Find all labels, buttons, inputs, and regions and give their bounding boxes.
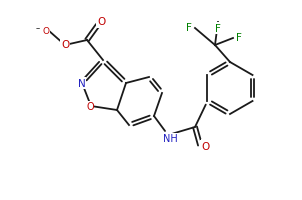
Text: O: O [201, 141, 209, 151]
Text: F: F [215, 24, 221, 34]
Text: O: O [43, 26, 50, 35]
Text: O: O [61, 41, 69, 51]
Text: NH: NH [162, 133, 177, 143]
Text: O: O [86, 101, 94, 111]
Text: O: O [98, 17, 106, 27]
Text: F: F [186, 23, 192, 33]
Text: N: N [78, 79, 86, 89]
Text: O: O [202, 140, 210, 150]
Text: –: – [36, 24, 40, 33]
Text: O: O [61, 40, 69, 50]
Text: O: O [97, 18, 105, 28]
Text: F: F [236, 33, 242, 43]
